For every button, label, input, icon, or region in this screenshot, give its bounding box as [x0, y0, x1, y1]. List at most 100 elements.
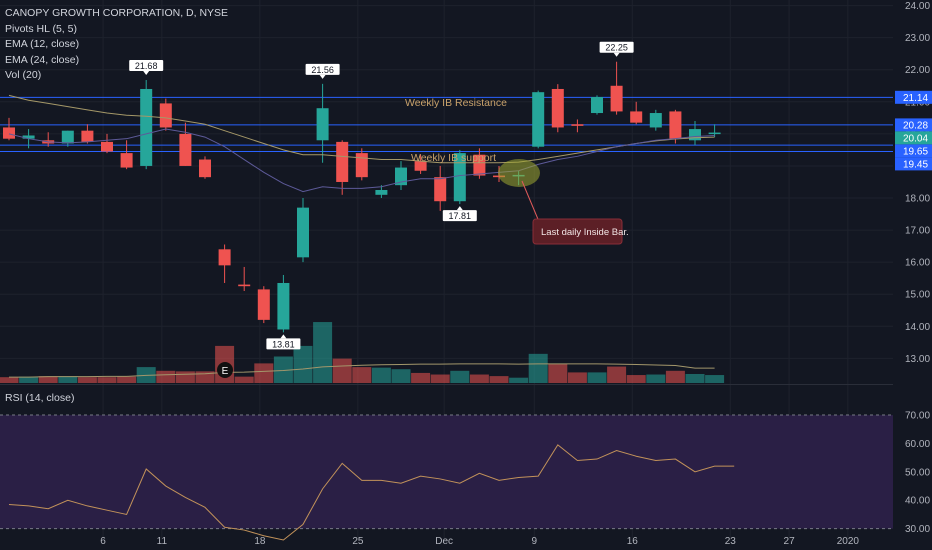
- candle-body[interactable]: [414, 161, 427, 171]
- rsi-tick-label: 70.00: [905, 411, 930, 422]
- volume-bar: [58, 376, 78, 383]
- volume-bar: [77, 377, 97, 383]
- volume-bar: [705, 375, 725, 383]
- candle-body[interactable]: [120, 153, 133, 168]
- panel-divider: [0, 384, 932, 385]
- candle-body[interactable]: [649, 113, 662, 128]
- candle-body[interactable]: [101, 141, 113, 152]
- volume-bar: [411, 372, 431, 383]
- price-badge: [895, 90, 932, 104]
- pivot-label-box: [129, 60, 164, 71]
- candle-body[interactable]: [551, 88, 564, 128]
- candle-body[interactable]: [297, 207, 309, 258]
- volume-bar: [156, 370, 176, 383]
- indicator-volume[interactable]: Vol (20): [5, 69, 42, 81]
- price-badge: [895, 118, 932, 132]
- price-tick-label: 22.00: [905, 65, 930, 76]
- volume-bar: [450, 370, 470, 383]
- earnings-marker-label: E: [222, 366, 229, 377]
- price-badge-label: 19.45: [903, 159, 928, 170]
- candle-body[interactable]: [218, 249, 231, 266]
- pivot-label: 22.25: [605, 43, 628, 53]
- candle-body[interactable]: [159, 103, 172, 128]
- time-tick-label: 25: [352, 536, 364, 547]
- volume-bar: [97, 377, 117, 383]
- volume-bar: [548, 363, 568, 383]
- candle-body[interactable]: [395, 167, 407, 186]
- price-tick-label: 17.00: [905, 226, 930, 237]
- volume-bars: [0, 322, 725, 383]
- volume-bar: [469, 374, 489, 383]
- pivot-pointer: [456, 206, 463, 211]
- candle-body[interactable]: [473, 154, 486, 176]
- indicator-ema12[interactable]: EMA (12, close): [5, 38, 80, 50]
- earnings-marker[interactable]: [217, 362, 233, 378]
- candle-body[interactable]: [375, 189, 388, 195]
- candle-body[interactable]: [669, 111, 682, 139]
- candle-body[interactable]: [630, 111, 643, 123]
- ema-lines: [8, 94, 715, 193]
- volume-bar: [254, 363, 274, 383]
- rsi-tick-label: 60.00: [905, 439, 930, 450]
- candle-body[interactable]: [532, 92, 545, 147]
- price-badge-label: 20.04: [903, 133, 928, 144]
- volume-bar: [38, 376, 58, 383]
- candle-body[interactable]: [257, 289, 270, 320]
- time-tick-label: 16: [627, 536, 639, 547]
- candle-body[interactable]: [316, 108, 329, 141]
- price-tick-label: 18.00: [905, 194, 930, 205]
- candle-body[interactable]: [708, 132, 721, 135]
- candles[interactable]: [3, 61, 721, 333]
- volume-bar: [332, 358, 352, 383]
- price-tick-label: 13.00: [905, 354, 930, 365]
- rsi-tick-label: 40.00: [905, 496, 930, 507]
- time-tick-label: 27: [784, 536, 796, 547]
- pivot-label-box: [599, 41, 634, 53]
- candle-body[interactable]: [3, 127, 15, 139]
- indicator-ema24[interactable]: EMA (24, close): [5, 53, 80, 66]
- rsi-tick-label: 30.00: [905, 524, 930, 535]
- callout-pointer: [521, 180, 541, 225]
- price-badge: [895, 144, 932, 158]
- pivot-pointer: [613, 52, 620, 57]
- candle-body[interactable]: [81, 130, 94, 142]
- time-tick-label: Dec: [435, 536, 453, 547]
- candle-body[interactable]: [355, 153, 368, 178]
- time-tick-label: 18: [254, 536, 266, 547]
- candle-body[interactable]: [140, 88, 153, 166]
- candle-body[interactable]: [277, 282, 290, 330]
- candle-body[interactable]: [22, 135, 35, 139]
- time-tick-label: 6: [100, 536, 106, 547]
- candle-body[interactable]: [199, 159, 211, 178]
- volume-bar: [273, 356, 293, 383]
- pivot-pointer: [143, 71, 150, 75]
- candle-body[interactable]: [61, 130, 74, 144]
- candle-body[interactable]: [453, 153, 466, 202]
- candle-body[interactable]: [434, 177, 447, 202]
- indicator-pivots[interactable]: Pivots HL (5, 5): [5, 22, 77, 35]
- symbol-title[interactable]: CANOPY GROWTH CORPORATION, D, NYSE: [5, 7, 229, 19]
- pivot-label-box: [305, 63, 340, 75]
- candle-body[interactable]: [238, 284, 251, 287]
- price-badges: 21.14 20.28 20.04 19.65 19.45: [895, 90, 932, 171]
- volume-bar: [234, 376, 254, 383]
- candle-body[interactable]: [336, 141, 349, 182]
- price-tick-label: 24.00: [905, 1, 930, 12]
- volume-bar: [391, 369, 411, 383]
- pivot-label: 17.81: [449, 211, 472, 221]
- time-tick-label: 9: [531, 536, 537, 547]
- candle-body[interactable]: [689, 129, 701, 141]
- candle-body[interactable]: [591, 96, 603, 114]
- candle-body[interactable]: [610, 85, 623, 112]
- rsi-label[interactable]: RSI (14, close): [5, 392, 75, 404]
- volume-bar: [567, 372, 587, 383]
- volume-bar: [371, 367, 391, 383]
- volume-bar: [626, 375, 646, 383]
- candle-body[interactable]: [179, 133, 192, 166]
- candle-body[interactable]: [571, 124, 584, 126]
- time-axis: Nov6111825Dec91623272020: [100, 536, 859, 547]
- volume-bar: [665, 370, 685, 383]
- pivot-label: 21.56: [311, 65, 334, 75]
- time-tick-label: 23: [725, 536, 737, 547]
